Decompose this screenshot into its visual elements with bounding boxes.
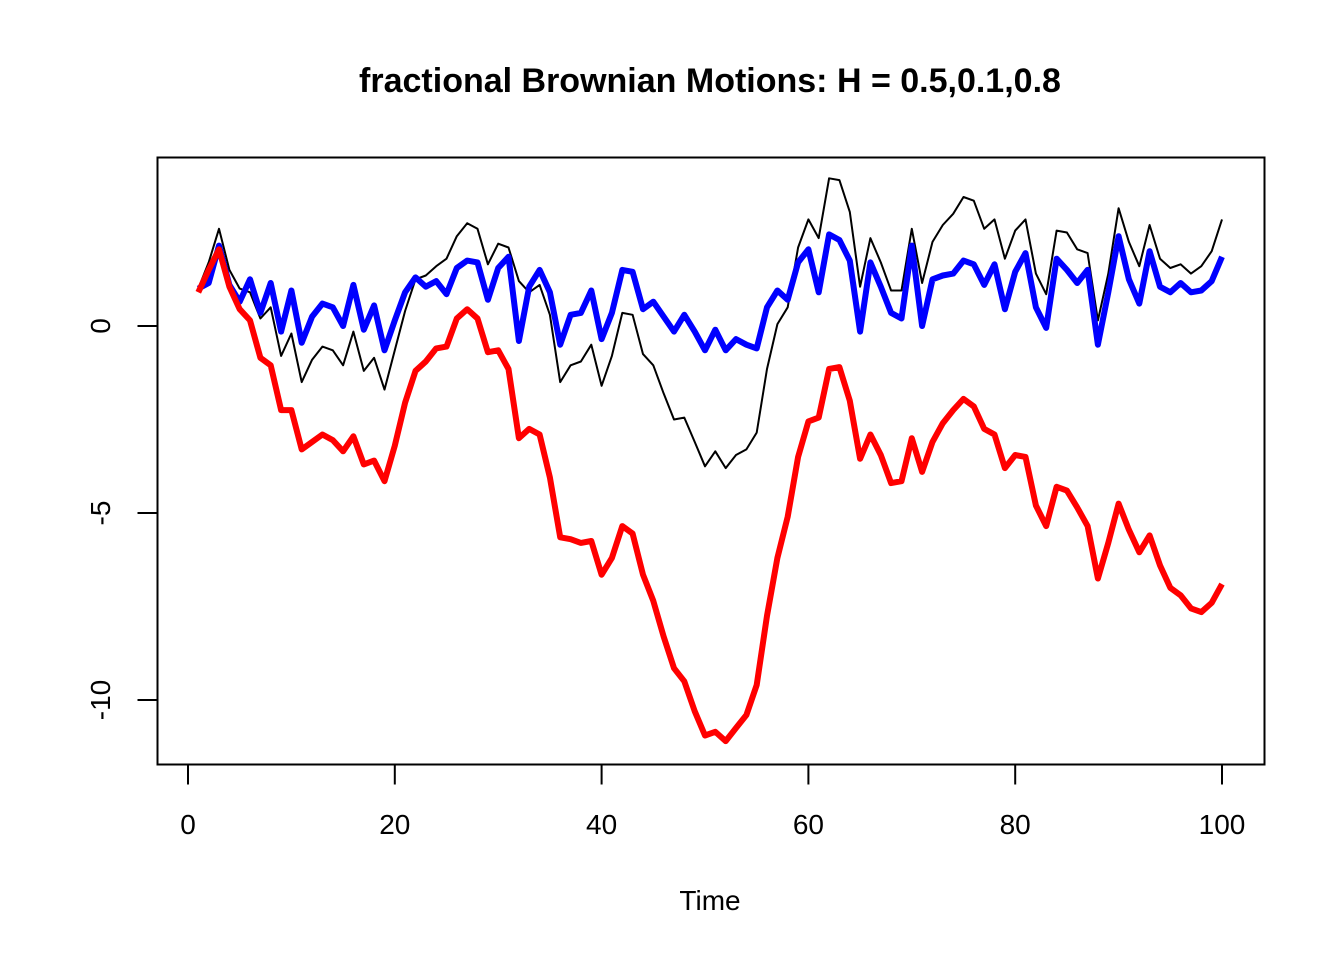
x-tick-label: 80 xyxy=(1000,809,1031,840)
x-axis-title: Time xyxy=(679,885,740,916)
series-line-3 xyxy=(195,246,1225,745)
y-axis: 0 -5 -10 xyxy=(85,318,159,720)
series-line-2 xyxy=(196,231,1225,354)
x-axis: 0 20 40 60 80 100 xyxy=(180,763,1246,840)
x-tick-label: 60 xyxy=(793,809,824,840)
y-tick-label: -10 xyxy=(85,680,116,720)
series-layer xyxy=(195,177,1225,745)
x-tick-label: 20 xyxy=(379,809,410,840)
chart-title: fractional Brownian Motions: H = 0.5,0.1… xyxy=(359,62,1061,100)
series-line-1 xyxy=(197,177,1223,470)
y-tick-label: 0 xyxy=(85,318,116,334)
x-tick-label: 40 xyxy=(586,809,617,840)
x-tick-label: 0 xyxy=(180,809,196,840)
y-tick-label: -5 xyxy=(85,501,116,526)
plot-frame xyxy=(156,156,1266,766)
x-tick-label: 100 xyxy=(1199,809,1246,840)
